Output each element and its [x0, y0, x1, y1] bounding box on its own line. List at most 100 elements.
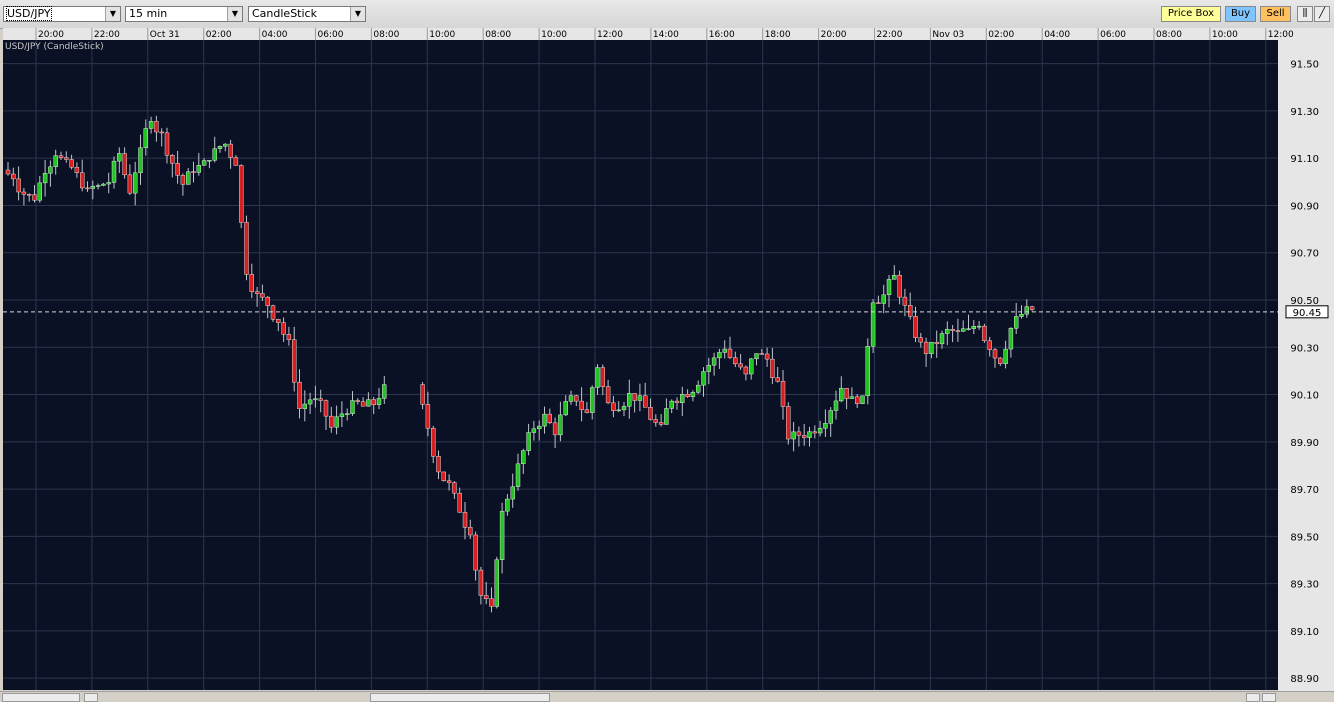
candle-body [992, 349, 998, 359]
candle-body [27, 194, 32, 196]
candle-body [780, 381, 786, 407]
candle-body [292, 339, 297, 383]
candle-body [600, 367, 605, 387]
y-tick-label: 91.30 [1290, 107, 1319, 118]
candle-body [733, 357, 738, 365]
candle-body [1019, 313, 1024, 317]
y-tick-label: 91.50 [1290, 60, 1319, 71]
candle-body [616, 409, 621, 412]
candle-body [64, 157, 69, 160]
candle-body [833, 400, 839, 411]
candle-body [547, 413, 552, 424]
chevron-down-icon[interactable]: ▼ [227, 7, 242, 21]
chevron-down-icon[interactable]: ▼ [105, 7, 120, 21]
candle-body [196, 165, 202, 173]
candle-body [764, 353, 770, 360]
candle-body [436, 456, 441, 473]
draw-line-icon[interactable]: ╱ [1314, 6, 1330, 22]
chart-title: USD/JPY (CandleStick) [5, 42, 104, 52]
interval-value: 15 min [129, 7, 168, 20]
candle-body [420, 384, 425, 405]
candle-body [743, 366, 749, 375]
chart-type-select[interactable]: CandleStick ▼ [248, 6, 366, 22]
candle-body [143, 128, 149, 148]
candle-body [802, 435, 807, 438]
y-axis-panel [1278, 28, 1334, 691]
candle-body [318, 398, 323, 401]
chevron-down-icon[interactable]: ▼ [350, 7, 365, 21]
candle-body [122, 153, 127, 176]
interval-select[interactable]: 15 min ▼ [125, 6, 243, 22]
candle-body [90, 186, 96, 189]
x-tick-label: 20:00 [38, 30, 64, 40]
candle-body [908, 305, 913, 317]
x-tick-label: 06:00 [1100, 30, 1126, 40]
candle-body [478, 569, 484, 596]
candle-body [595, 367, 600, 388]
candles-icon[interactable]: ⫼ [1297, 6, 1313, 22]
candle-body [1024, 306, 1030, 315]
candle-body [238, 165, 244, 223]
candle-body [738, 363, 743, 368]
candle-body [531, 428, 537, 433]
candle-body [515, 463, 521, 487]
candle-body [976, 325, 982, 328]
x-tick-label: 02:00 [988, 30, 1014, 40]
chart-type-value: CandleStick [252, 7, 317, 20]
candle-body [961, 328, 966, 332]
candle-body [939, 333, 945, 345]
x-tick-label: 04:00 [262, 30, 288, 40]
candle-body [148, 121, 154, 129]
candle-body [563, 401, 568, 416]
candle-body [382, 384, 387, 399]
candle-body [870, 302, 876, 347]
candle-body [244, 222, 249, 275]
x-tick-label: 08:00 [1156, 30, 1182, 40]
sell-button[interactable]: Sell [1260, 6, 1291, 22]
candle-body [934, 342, 939, 345]
candle-body [680, 394, 685, 403]
x-tick-label: Oct 31 [150, 30, 180, 40]
candle-body [48, 166, 53, 174]
candle-body [701, 371, 706, 386]
candle-body [484, 595, 489, 599]
candle-body [849, 396, 855, 399]
candle-body [690, 392, 696, 397]
price-box-button[interactable]: Price Box [1161, 6, 1221, 22]
candle-body [881, 294, 886, 304]
candle-body [170, 155, 175, 164]
y-tick-label: 89.90 [1290, 438, 1319, 449]
candle-body [526, 432, 531, 451]
candle-body [473, 534, 478, 571]
candle-body [521, 450, 526, 465]
candle-body [987, 340, 992, 350]
candle-body [552, 422, 558, 436]
candle-body [281, 322, 286, 335]
x-tick-label: 12:00 [1268, 30, 1294, 40]
plot-area [3, 40, 1278, 690]
chart-canvas[interactable]: 20:00 22:00 Oct 31 02:00 04:00 06:00 08:00 10:0… [0, 28, 1334, 691]
candle-body [897, 274, 902, 298]
candle-body [860, 395, 865, 404]
candle-body [627, 393, 632, 407]
candle-body [1014, 316, 1019, 329]
candle-body [468, 527, 473, 536]
bottom-scrollbar[interactable] [0, 691, 1334, 702]
candle-body [945, 329, 950, 334]
candles [5, 115, 1035, 613]
y-axis: 91.50 91.30 91.10 90.90 90.70 90.50 90.30 90.10… [1290, 60, 1319, 686]
x-tick-label: 06:00 [318, 30, 344, 40]
candle-body [127, 174, 133, 194]
buy-button[interactable]: Buy [1225, 6, 1256, 22]
symbol-select[interactable]: USD/JPY ▼ [3, 6, 121, 22]
candle-body [950, 329, 955, 331]
x-axis: 20:00 22:00 Oct 31 02:00 04:00 06:00 08:00 10:0… [35, 28, 1294, 40]
candle-body [664, 408, 669, 425]
candle-body [106, 182, 111, 185]
x-tick-label: 14:00 [653, 30, 679, 40]
candle-body [605, 386, 611, 404]
candle-body [5, 169, 11, 175]
x-tick-label: 10:00 [429, 30, 455, 40]
candle-body [85, 187, 90, 190]
candle-body [11, 173, 16, 180]
